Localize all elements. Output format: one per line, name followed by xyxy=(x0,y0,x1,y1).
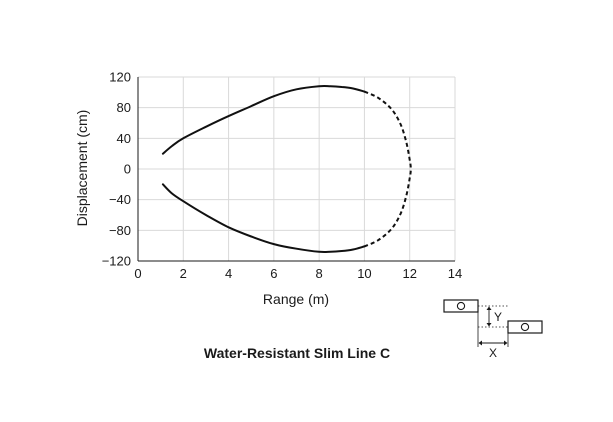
x-tick-label: 0 xyxy=(134,266,141,281)
y-arrow-head-up xyxy=(486,306,492,310)
x-tick-label: 10 xyxy=(357,266,371,281)
x-tick-label: 12 xyxy=(402,266,416,281)
chart-title: Water-Resistant Slim Line C xyxy=(204,345,390,361)
x-tick-label: 8 xyxy=(316,266,323,281)
chart-series xyxy=(161,84,412,254)
chart-grid xyxy=(137,76,456,262)
y-tick-label: −80 xyxy=(109,223,131,238)
x-arrow-head-left xyxy=(478,340,482,346)
x-arrow-head-right xyxy=(504,340,508,346)
sensor-lens-bottom xyxy=(520,322,530,332)
y-axis-ticks: 120 80 40 0 −40 −80 −120 xyxy=(102,70,131,269)
y-tick-label: 120 xyxy=(109,70,131,85)
x-tick-label: 14 xyxy=(448,266,462,281)
series-line-upper xyxy=(161,84,366,155)
x-tick-label: 2 xyxy=(180,266,187,281)
x-tick-label: 6 xyxy=(270,266,277,281)
x-axis-ticks: 0 2 4 6 8 10 12 14 xyxy=(134,266,462,281)
y-axis-label: Displacement (cm) xyxy=(74,110,90,227)
y-tick-label: 80 xyxy=(117,100,131,115)
plot-frame xyxy=(137,77,455,262)
y-dimension-label: Y xyxy=(494,310,502,324)
y-arrow-head-down xyxy=(486,323,492,327)
y-tick-label: 0 xyxy=(124,162,131,177)
y-tick-label: −120 xyxy=(102,254,131,269)
x-axis-label: Range (m) xyxy=(263,291,329,307)
x-tick-label: 4 xyxy=(225,266,232,281)
y-tick-label: 40 xyxy=(117,131,131,146)
offset-diagram: Y X xyxy=(443,299,543,360)
x-dimension-label: X xyxy=(489,346,497,360)
y-tick-label: −40 xyxy=(109,192,131,207)
series-line-lower xyxy=(161,183,366,254)
sensor-lens-top xyxy=(456,301,466,311)
